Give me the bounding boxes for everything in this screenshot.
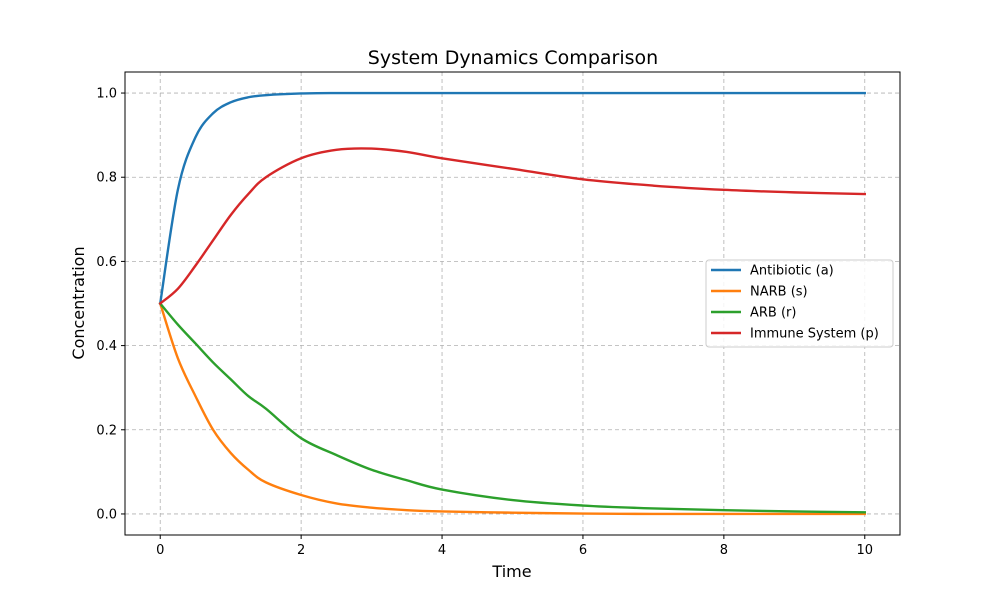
legend-label-3: Immune System (p) [750,327,879,342]
series-line-3 [158,147,866,306]
x-tick-label: 4 [438,543,446,558]
y-tick-label: 0.6 [96,255,117,270]
y-tick-label: 0.4 [96,339,117,354]
x-tick-label: 2 [297,543,305,558]
x-tick-label: 8 [720,543,728,558]
y-tick-label: 0.2 [96,423,117,438]
x-tick-label: 6 [579,543,587,558]
series-layer [158,91,866,516]
plot-frame [124,71,901,536]
series-line-2 [158,301,866,514]
series-line-0 [158,91,866,305]
series-line-1 [158,301,866,516]
legend-box [705,259,894,348]
y-axis-title: Concentration [69,246,88,359]
x-tick-label: 10 [856,543,873,558]
y-tick-label: 0.0 [96,507,117,522]
y-tick-label: 1.0 [96,87,117,102]
legend-label-2: ARB (r) [750,306,796,321]
x-axis-title: Time [491,562,531,581]
legend-label-0: Antibiotic (a) [750,264,834,279]
y-tick-label: 0.8 [96,171,117,186]
chart-title: System Dynamics Comparison [368,47,658,69]
legend-label-1: NARB (s) [750,285,808,300]
x-tick-label: 0 [156,543,164,558]
axis-ticks: 0 2 4 6 8 10 0.0 0.2 0.4 0.6 0.8 1.0 [96,87,873,558]
legend: Antibiotic (a) NARB (s) ARB (r) Immune Syst… [705,259,894,348]
